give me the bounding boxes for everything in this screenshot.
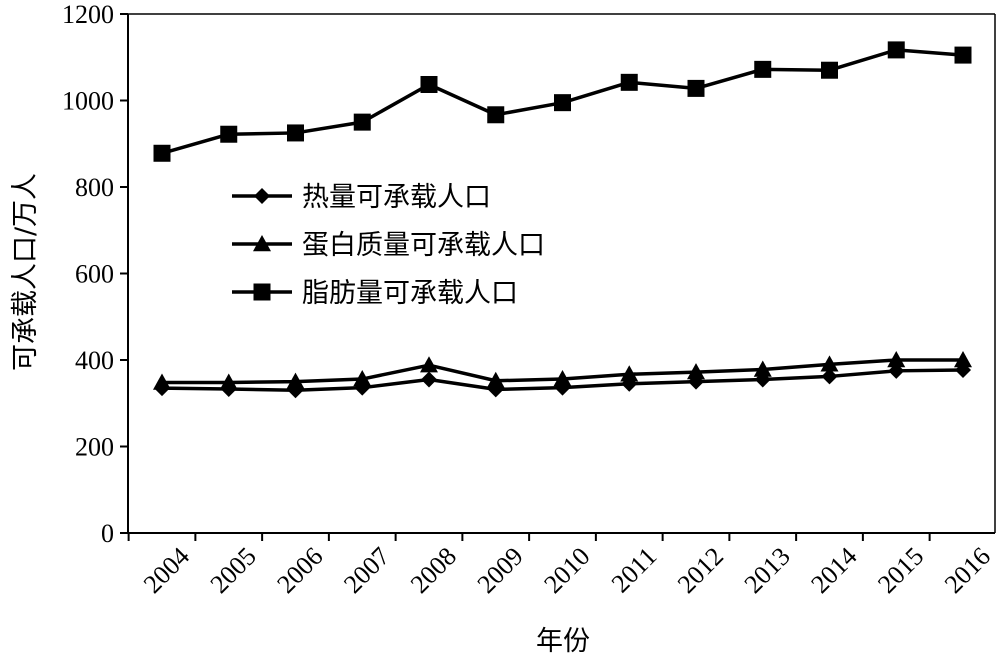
y-tick-label: 0 (101, 519, 114, 548)
x-tick-label: 2010 (538, 542, 595, 599)
data-point-triangle (753, 360, 772, 377)
data-point-diamond (254, 188, 270, 204)
data-point-square (253, 283, 271, 301)
data-point-square (220, 125, 238, 143)
x-tick-label: 2015 (872, 542, 929, 599)
data-point-triangle (954, 351, 972, 368)
data-point-square (954, 46, 972, 64)
legend-label: 热量可承载人口 (302, 182, 491, 213)
y-tick-label: 1200 (62, 0, 114, 29)
x-tick-label: 2004 (138, 542, 195, 599)
data-point-triangle (887, 351, 906, 368)
legend-entry-1: 热量可承载人口 (232, 182, 491, 213)
data-point-triangle (553, 370, 572, 387)
x-tick-label: 2006 (271, 542, 328, 599)
legend-label: 蛋白质量可承载人口 (302, 230, 545, 261)
data-point-square (287, 124, 304, 142)
legend-entry-3: 脂肪量可承载人口 (232, 278, 518, 309)
data-point-square (754, 60, 772, 78)
series-3 (153, 41, 972, 162)
x-tick-label: 2016 (939, 542, 996, 599)
y-tick-label: 800 (75, 173, 114, 202)
data-point-triangle (353, 370, 372, 387)
y-tick-label: 600 (75, 260, 114, 289)
data-point-triangle (286, 372, 305, 389)
y-axis-title: 可承载人口/万人 (10, 173, 41, 371)
legend-entry-2: 蛋白质量可承载人口 (232, 230, 545, 261)
x-axis-title: 年份 (536, 626, 590, 657)
x-tick-label: 2008 (405, 542, 462, 599)
data-point-triangle (253, 235, 271, 252)
data-point-square (153, 144, 171, 162)
data-point-triangle (486, 371, 505, 388)
data-point-square (620, 73, 638, 91)
data-point-triangle (219, 373, 238, 390)
x-tick-label: 2013 (739, 542, 796, 599)
y-tick-label: 200 (75, 433, 114, 462)
data-point-square (353, 113, 371, 131)
x-tick-label: 2014 (805, 542, 862, 599)
x-tick-label: 2011 (606, 542, 663, 599)
data-point-triangle (687, 363, 705, 380)
x-tick-label: 2005 (205, 542, 262, 599)
data-point-triangle (420, 356, 438, 373)
x-tick-label: 2007 (338, 542, 395, 599)
x-tick-label: 2012 (672, 542, 729, 599)
y-tick-label: 400 (75, 346, 114, 375)
data-point-triangle (153, 373, 171, 390)
data-point-triangle (820, 355, 839, 372)
data-point-triangle (620, 365, 639, 382)
data-point-square (554, 94, 571, 112)
data-point-square (487, 106, 505, 124)
x-tick-label: 2009 (472, 542, 529, 599)
data-point-square (821, 61, 838, 79)
data-point-diamond (421, 371, 437, 388)
series-2 (153, 351, 972, 390)
data-point-square (420, 75, 438, 93)
data-point-square (887, 41, 905, 59)
data-point-diamond (821, 368, 838, 385)
series-layer (153, 41, 972, 399)
data-point-square (687, 79, 705, 97)
y-tick-label: 1000 (62, 87, 114, 116)
legend-label: 脂肪量可承载人口 (302, 278, 518, 309)
